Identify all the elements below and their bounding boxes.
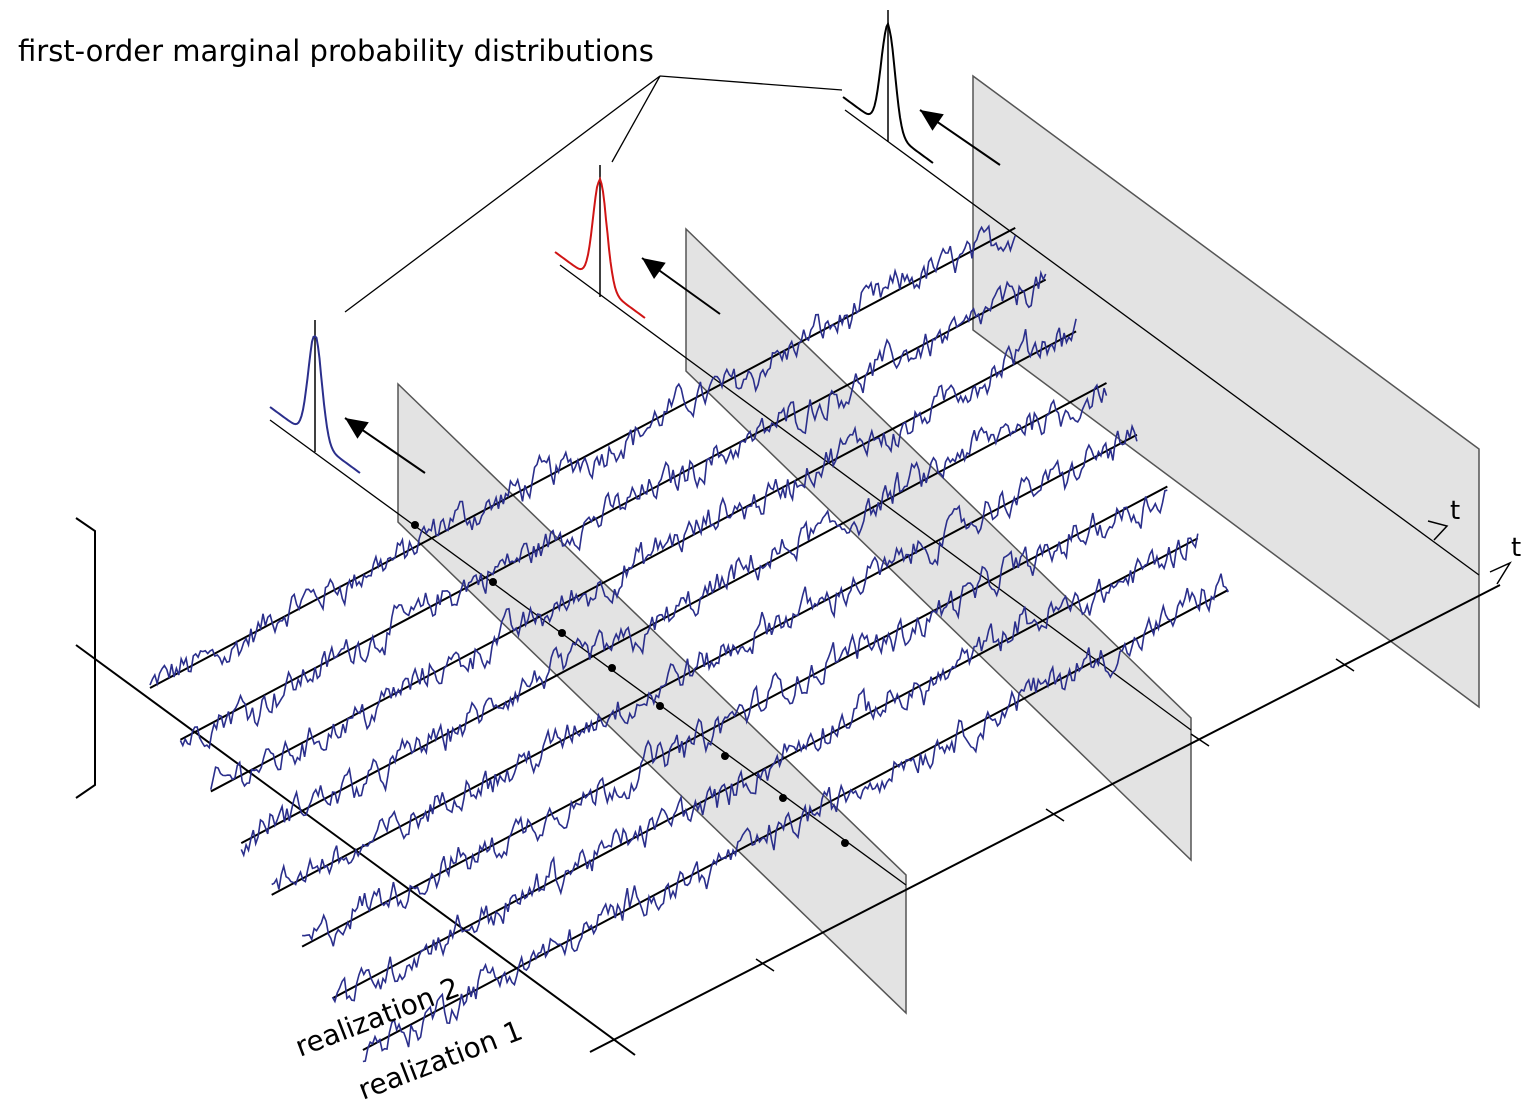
axis-label-t-back: t [1450, 496, 1460, 526]
title: first-order marginal probability distrib… [18, 34, 654, 68]
sample-point-3 [558, 629, 566, 637]
realization-signal-3 [302, 489, 1168, 947]
realization-signal-5 [240, 383, 1108, 858]
annotation-lines [344, 75, 843, 313]
distribution-curve-1 [269, 335, 361, 474]
slice-plane-3 [972, 74, 1480, 709]
annotation-line-1 [344, 75, 661, 313]
time-tick-1 [755, 958, 775, 972]
sample-point-2 [489, 578, 497, 586]
sample-point-4 [608, 664, 616, 672]
realization-signals [149, 224, 1229, 1063]
time-axis-back-arrow [1427, 520, 1449, 541]
annotation-line-3 [659, 75, 843, 91]
sample-point-7 [779, 794, 787, 802]
time-tick-2 [1045, 808, 1065, 822]
projection-arrowhead-1 [345, 418, 369, 439]
realization-signal-2 [331, 533, 1199, 1004]
projection-arrowhead-3 [920, 110, 944, 131]
annotation-line-2 [611, 75, 661, 163]
time-tick-3 [1190, 733, 1210, 747]
time-tick-4 [1335, 658, 1355, 672]
slice-guide-2 [559, 264, 1192, 731]
realization-baseline-8 [149, 227, 1016, 689]
time-axis-front [589, 584, 1501, 1053]
axis-label-t-front: t [1511, 533, 1521, 563]
realization-signal-8 [149, 224, 1016, 687]
distribution-curve-3 [842, 21, 934, 164]
time-axis-front-arrow [1489, 561, 1512, 585]
realization-signal-6 [210, 318, 1077, 790]
projection-arrowhead-2 [642, 258, 666, 279]
sample-point-6 [721, 752, 729, 760]
amplitude-bracket [75, 517, 96, 799]
slice-guide-3 [844, 109, 1480, 576]
marginal-distributions [269, 10, 1001, 474]
realization-signal-4 [271, 423, 1138, 890]
realization-baseline-1 [362, 589, 1229, 1051]
sample-point-8 [841, 839, 849, 847]
sample-point-5 [656, 702, 664, 710]
sample-point-1 [411, 521, 419, 529]
distribution-curve-2 [554, 176, 646, 319]
realization-signal-7 [179, 269, 1047, 750]
realization-signal-1 [362, 573, 1229, 1063]
